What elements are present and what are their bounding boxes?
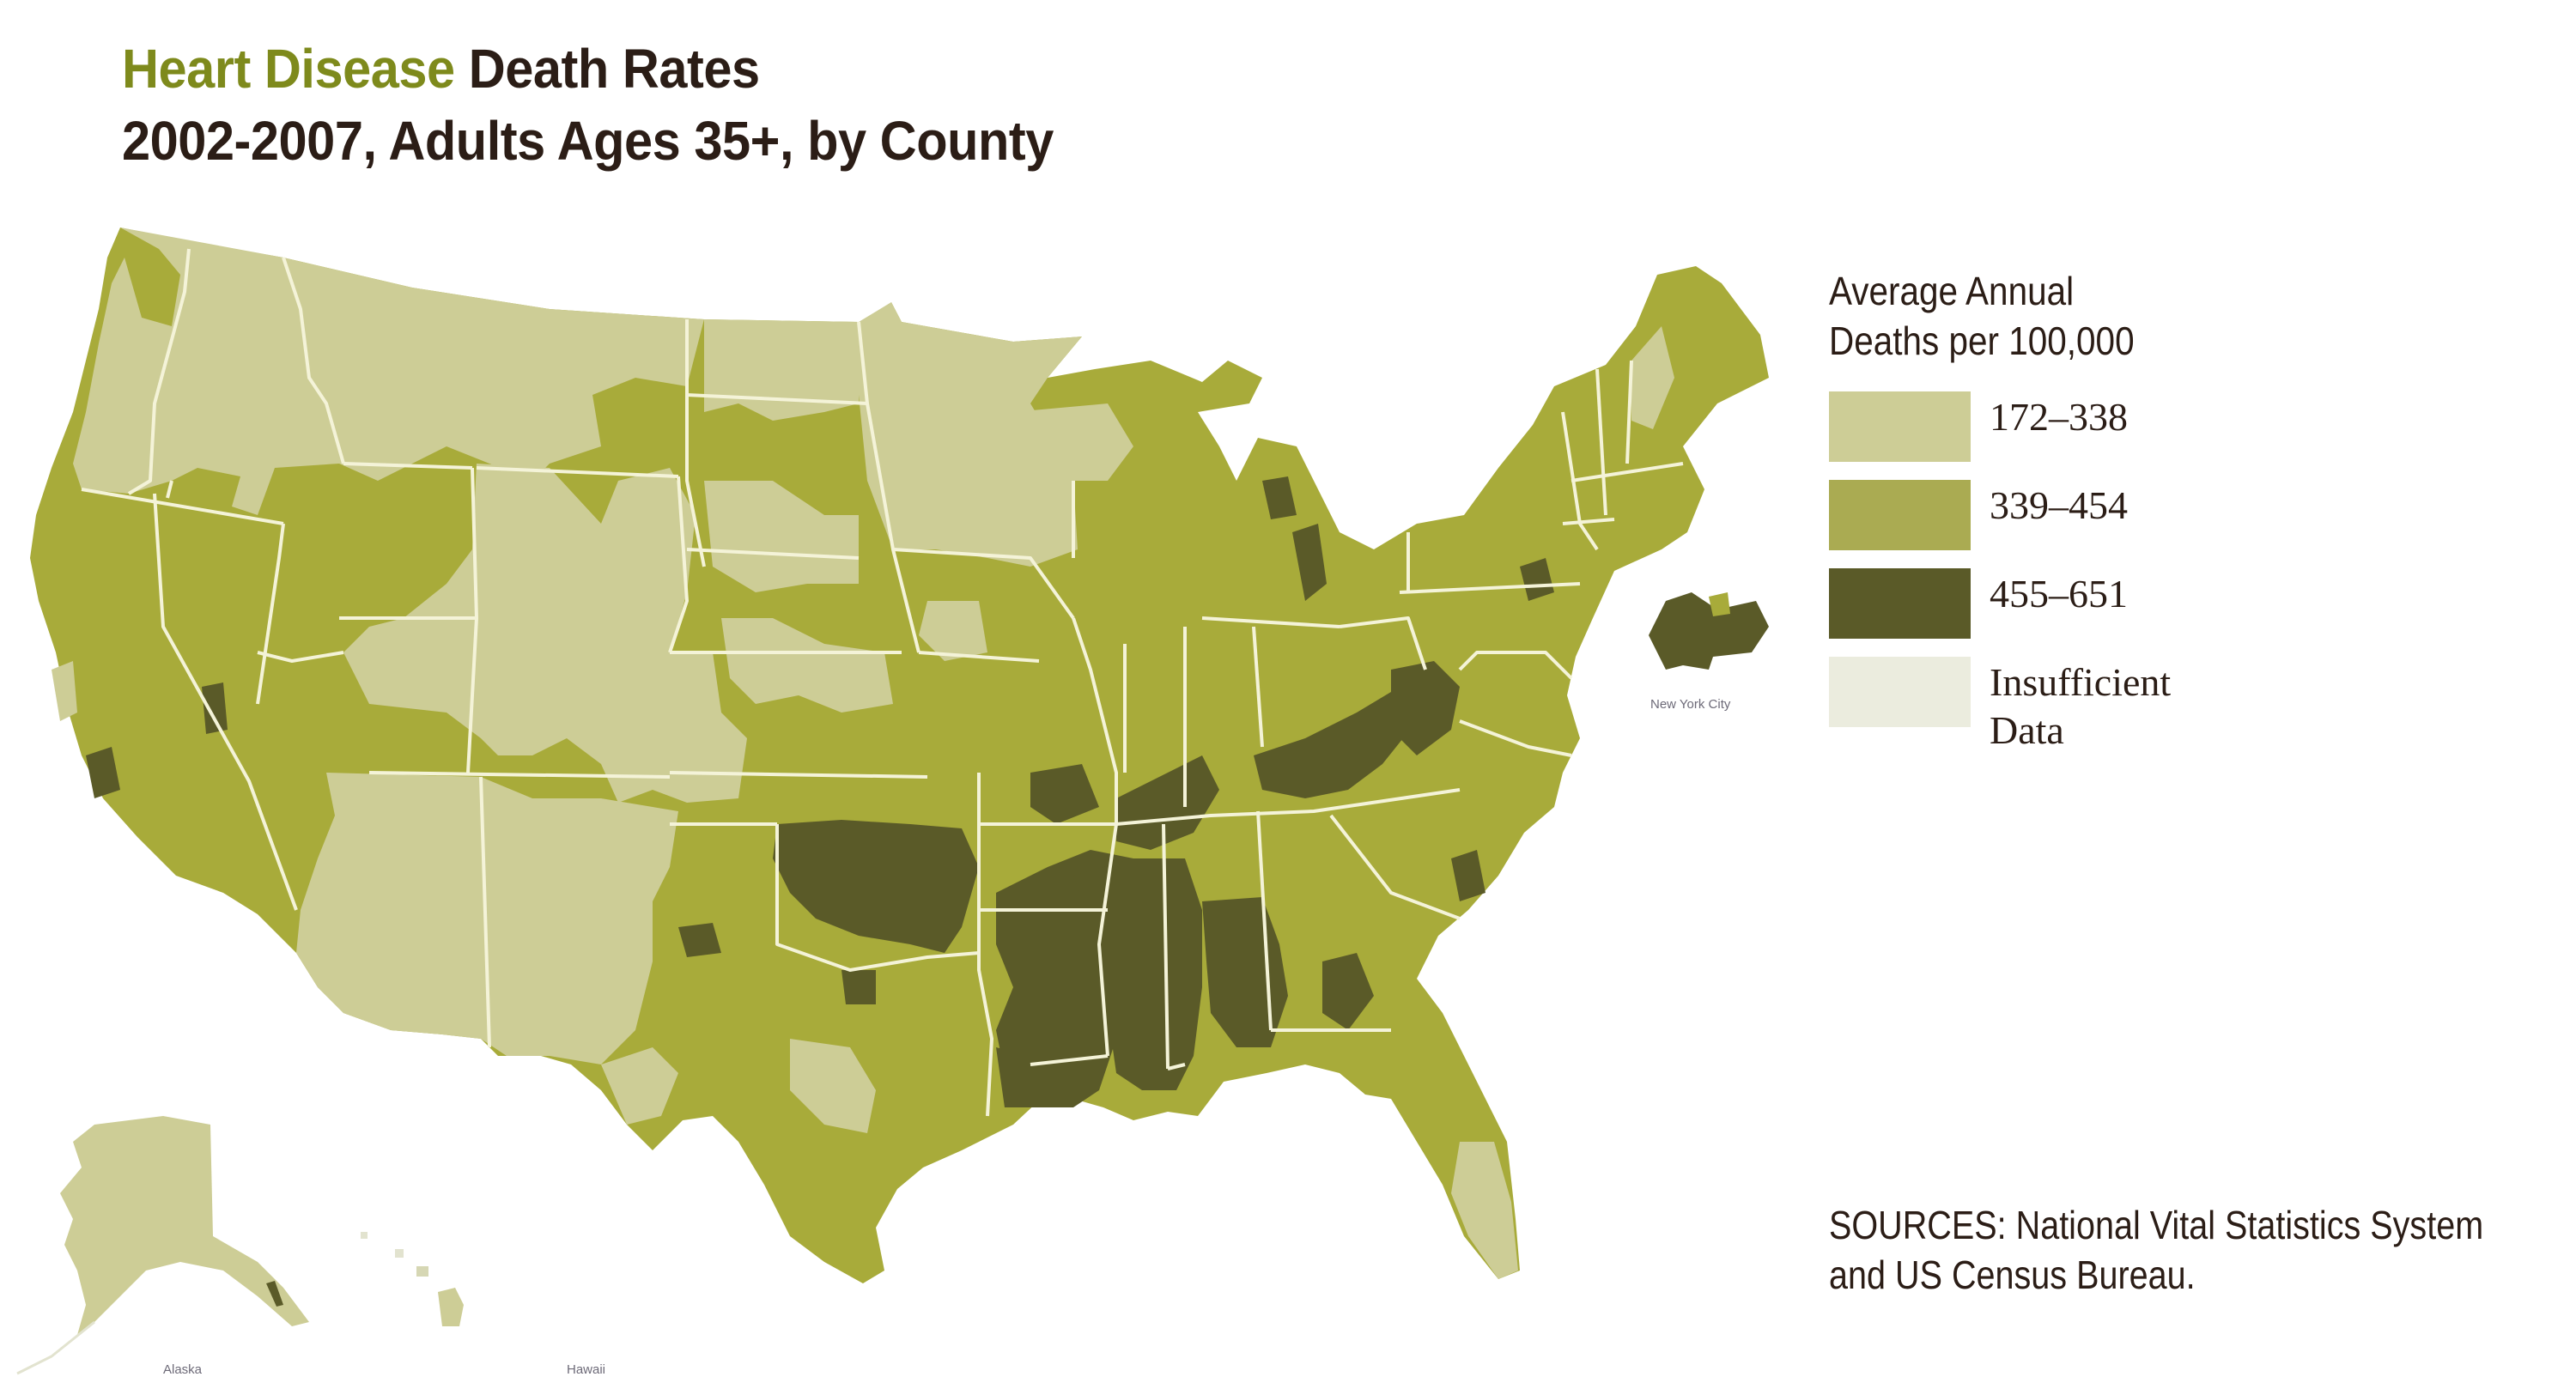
nyc-label: New York City bbox=[1650, 697, 1731, 712]
alaska-inset: Alaska bbox=[16, 1116, 309, 1377]
legend: Average Annual Deaths per 100,000 172–33… bbox=[1829, 266, 2430, 760]
hawaii-label: Hawaii bbox=[567, 1362, 605, 1377]
region-wisconsin-low bbox=[1013, 403, 1133, 481]
legend-item-high: 455–651 bbox=[1829, 568, 2430, 657]
legend-swatch-low bbox=[1829, 391, 1971, 462]
region-pennsylvania-high bbox=[1520, 558, 1554, 601]
region-iowa-low bbox=[919, 601, 987, 661]
region-michigan-east-high bbox=[1292, 524, 1327, 601]
legend-title-line-1: Average Annual bbox=[1829, 269, 2075, 313]
hawaii-island-2 bbox=[395, 1249, 404, 1258]
legend-item-mid: 339–454 bbox=[1829, 480, 2430, 568]
region-michigan-high bbox=[1262, 476, 1297, 519]
region-plains-low bbox=[721, 618, 893, 713]
sources-line-2: and US Census Bureau. bbox=[1829, 1252, 2196, 1297]
nyc-bronx bbox=[1709, 592, 1730, 616]
legend-swatch-mid bbox=[1829, 480, 1971, 550]
hawaii-inset: Hawaii bbox=[361, 1232, 605, 1377]
sources-note: SOURCES: National Vital Statistics Syste… bbox=[1829, 1200, 2483, 1300]
region-california-coast-low bbox=[52, 661, 77, 721]
region-missouri-high bbox=[1030, 764, 1099, 824]
legend-label-high: 455–651 bbox=[1990, 572, 2128, 616]
legend-items: 172–338 339–454 455–651 Insufficient Dat… bbox=[1829, 391, 2430, 760]
alaska-label: Alaska bbox=[163, 1362, 203, 1377]
region-southwest-low bbox=[296, 773, 678, 1064]
region-texas-south-low bbox=[790, 1039, 876, 1133]
chart-title: Heart Disease Death Rates 2002-2007, Adu… bbox=[122, 33, 1054, 177]
legend-title: Average Annual Deaths per 100,000 bbox=[1829, 266, 2358, 366]
title-line-1: Heart Disease Death Rates bbox=[122, 33, 1054, 105]
region-georgia-high bbox=[1322, 953, 1374, 1030]
region-mississippi-high bbox=[1073, 858, 1202, 1090]
region-texas-high-2 bbox=[841, 970, 876, 1004]
region-rockies-low bbox=[343, 464, 747, 803]
region-south-florida-low bbox=[1451, 1142, 1518, 1279]
region-louisiana-high bbox=[996, 1047, 1039, 1107]
region-oklahoma-high bbox=[773, 820, 979, 953]
region-tennessee-high bbox=[1116, 755, 1219, 850]
legend-swatch-insufficient bbox=[1829, 657, 1971, 727]
region-nevada-south-low bbox=[232, 468, 275, 515]
low-rate-regions bbox=[52, 227, 1674, 1279]
region-nevada-high bbox=[202, 682, 228, 734]
nyc-shape bbox=[1649, 592, 1769, 670]
region-westvirginia-high bbox=[1391, 661, 1460, 755]
hawaii-island-1 bbox=[361, 1232, 368, 1239]
state-borders bbox=[81, 248, 1684, 1117]
hawaii-island-3 bbox=[416, 1266, 428, 1277]
region-minnesota-low bbox=[859, 302, 1082, 567]
nyc-inset: New York City bbox=[1649, 592, 1769, 712]
us-choropleth-map: Alaska Hawaii New York City bbox=[16, 227, 1769, 1377]
legend-label-mid: 339–454 bbox=[1990, 483, 2128, 527]
alaska-aleutians bbox=[16, 1320, 95, 1375]
title-rest: Death Rates bbox=[454, 38, 760, 100]
region-northwest-low bbox=[73, 227, 704, 494]
legend-item-insufficient: Insufficient Data bbox=[1829, 657, 2430, 760]
legend-title-line-2: Deaths per 100,000 bbox=[1829, 318, 2135, 363]
alaska-shape bbox=[60, 1116, 309, 1335]
region-kentucky-high bbox=[1254, 687, 1417, 798]
high-rate-regions bbox=[86, 476, 1554, 1107]
sources-line-1: SOURCES: National Vital Statistics Syste… bbox=[1829, 1203, 2484, 1247]
region-newengland-low bbox=[1631, 326, 1674, 429]
legend-swatch-high bbox=[1829, 568, 1971, 639]
title-accent: Heart Disease bbox=[122, 38, 455, 100]
legend-label-insufficient: Insufficient Data bbox=[1990, 660, 2172, 752]
region-texas-west-low bbox=[601, 1047, 678, 1125]
region-carolina-high bbox=[1451, 850, 1485, 901]
alaska-high-strip bbox=[266, 1281, 283, 1307]
region-dakotas-low bbox=[704, 319, 859, 421]
region-california-high bbox=[86, 747, 120, 798]
region-texas-high-1 bbox=[678, 923, 721, 957]
legend-item-low: 172–338 bbox=[1829, 391, 2430, 480]
title-line-2: 2002-2007, Adults Ages 35+, by County bbox=[122, 110, 1054, 172]
hawaii-big-island bbox=[438, 1288, 464, 1326]
legend-label-low: 172–338 bbox=[1990, 395, 2128, 439]
region-southdakota-low bbox=[704, 481, 859, 592]
